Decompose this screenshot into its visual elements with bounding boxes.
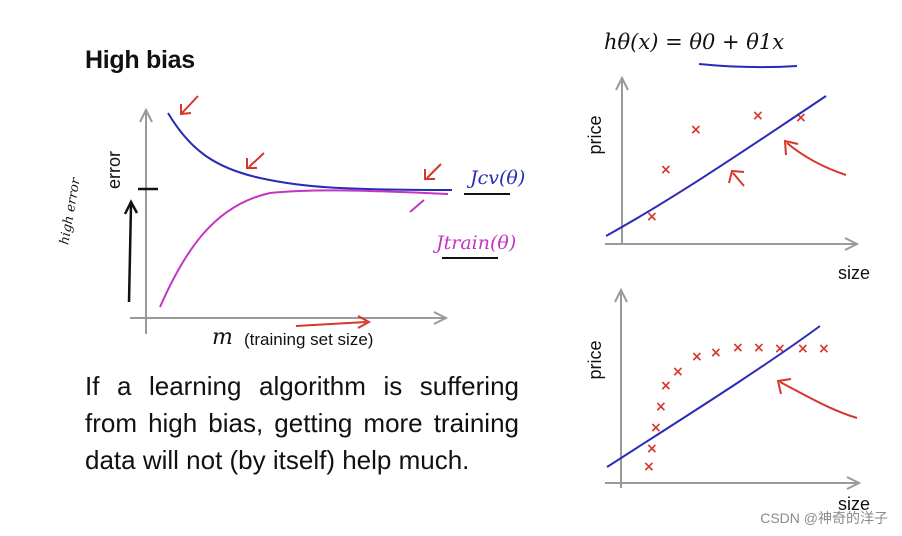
data-point: × [795,110,807,126]
y-axis-label: error [104,151,124,189]
data-point: × [660,162,672,178]
learning-curve-plot: error high error Jcv(θ) Jtrain(θ) m (tra… [57,95,525,350]
bottom-x-axis-label: size [838,494,870,514]
high-error-arrow [127,204,133,303]
page-title: High bias [85,46,195,74]
data-point: × [710,345,722,361]
data-point: × [646,441,658,457]
x-axis-red-arrow [295,321,367,327]
x-axis-arrowhead [433,311,449,325]
data-point: × [691,349,703,365]
formula-underline [698,63,798,69]
data-point: × [655,399,667,415]
data-point: × [650,420,662,436]
data-point: × [643,459,655,475]
data-point: × [797,341,809,357]
bottom-fit-line [606,325,821,468]
data-point: × [672,364,684,380]
data-point: × [660,378,672,394]
top-fit-line [605,95,827,237]
top-right-plot: price size × × × × × [585,75,870,283]
high-error-arrowhead [123,199,139,215]
data-point: × [818,341,830,357]
cv-error-curve [167,112,453,191]
bottom-red-arrows [776,378,858,419]
data-point: × [732,340,744,356]
train-curve-label: Jtrain(θ) [432,232,516,254]
top-red-arrows [728,139,847,187]
bottom-y-axis-label: price [585,340,605,379]
top-y-axis-arrowhead [615,75,629,91]
top-x-axis-label: size [838,263,870,283]
cv-curve-label: Jcv(θ) [466,167,525,189]
top-x-axis-arrowhead [844,237,860,251]
x-axis-red-arrowhead [357,315,372,329]
bottom-right-plot: price size × × × × × × × × × × × × × [585,287,870,514]
y-axis-arrowhead [139,107,153,123]
body-text: If a learning algorithm is suffering fro… [85,371,519,475]
bottom-y-axis-arrowhead [614,287,628,303]
watermark: CSDN @神奇的洋子 [760,510,888,526]
data-point: × [690,122,702,138]
top-y-axis-label: price [585,115,605,154]
x-axis-label: (training set size) [244,330,373,349]
data-point: × [752,108,764,124]
high-error-annotation: high error [57,176,84,246]
hypothesis-formula: hθ(x) = θ0 + θ1x [604,30,785,54]
train-error-curve [159,189,449,308]
data-point: × [646,209,658,225]
red-annotation-arrows [180,95,442,213]
x-axis-variable: m [212,325,233,350]
data-point: × [774,341,786,357]
data-point: × [753,340,765,356]
bottom-x-axis-arrowhead [846,476,862,490]
